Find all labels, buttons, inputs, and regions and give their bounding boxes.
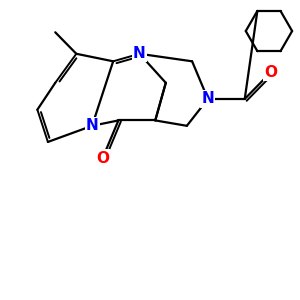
Text: N: N	[133, 46, 146, 61]
Text: O: O	[265, 64, 278, 80]
Text: O: O	[96, 151, 109, 166]
Text: N: N	[202, 92, 214, 106]
Text: N: N	[86, 118, 98, 133]
